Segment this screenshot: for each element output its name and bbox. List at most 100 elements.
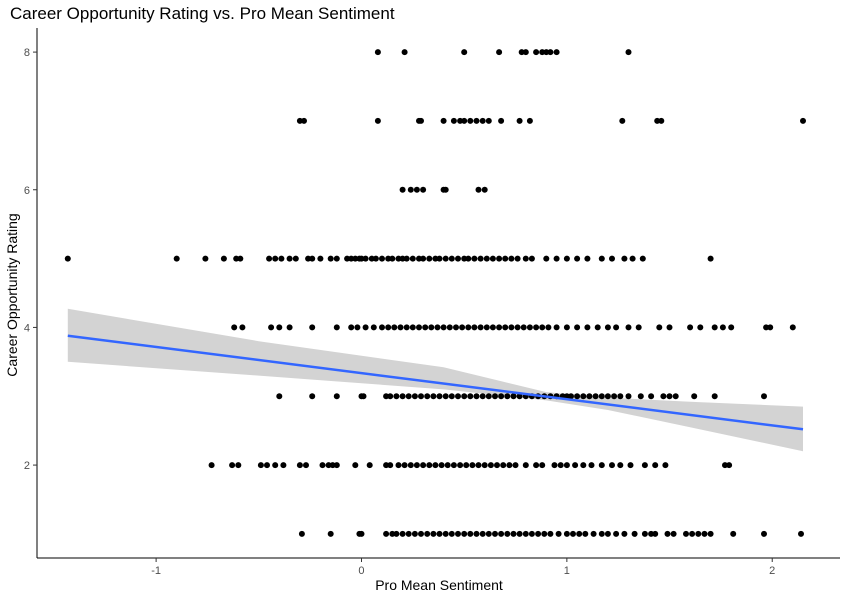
data-point	[317, 255, 324, 262]
data-point	[272, 462, 279, 469]
data-point	[619, 117, 626, 124]
data-point	[621, 255, 628, 262]
data-point	[379, 324, 385, 331]
data-point	[641, 462, 648, 469]
data-point	[405, 530, 412, 537]
data-point	[568, 393, 574, 400]
data-point	[372, 255, 379, 262]
data-point	[333, 324, 340, 331]
data-point	[652, 462, 659, 469]
data-point	[487, 462, 494, 469]
data-point	[512, 462, 519, 469]
data-point	[545, 324, 552, 331]
data-point	[726, 462, 733, 469]
data-point	[455, 530, 461, 537]
data-point	[518, 49, 525, 56]
data-point	[543, 49, 550, 56]
data-point	[405, 393, 412, 400]
data-point	[520, 324, 527, 331]
y-axis-title: Career Opportunity Rating	[4, 213, 20, 376]
data-point	[366, 462, 373, 469]
data-point	[457, 117, 464, 124]
data-point	[344, 255, 351, 262]
data-point	[467, 393, 474, 400]
data-point	[229, 462, 236, 469]
data-point	[286, 255, 293, 262]
data-point	[442, 393, 449, 400]
data-point	[662, 462, 669, 469]
data-point	[422, 324, 429, 331]
data-point	[407, 186, 414, 193]
data-point	[492, 393, 498, 400]
data-point	[403, 324, 410, 331]
data-point	[547, 530, 554, 537]
data-point	[413, 462, 420, 469]
data-point	[444, 462, 451, 469]
data-point	[489, 255, 496, 262]
data-point	[485, 393, 492, 400]
data-point	[461, 117, 468, 124]
data-point	[498, 530, 505, 537]
data-point	[588, 462, 595, 469]
data-point	[440, 117, 447, 124]
data-point	[547, 49, 554, 56]
data-point	[483, 324, 490, 331]
data-point	[461, 530, 468, 537]
data-point	[553, 255, 560, 262]
data-point	[278, 255, 285, 262]
x-axis-title: Pro Mean Sentiment	[375, 577, 503, 593]
data-point	[473, 530, 480, 537]
chart-title: Career Opportunity Rating vs. Pro Mean S…	[10, 4, 395, 23]
data-point	[461, 393, 468, 400]
data-point	[391, 324, 398, 331]
data-point	[333, 393, 340, 400]
data-point	[761, 393, 767, 400]
data-point	[594, 324, 601, 331]
data-point	[301, 117, 307, 124]
data-point	[362, 255, 369, 262]
x-tick-label: -1	[151, 565, 161, 577]
data-point	[457, 462, 464, 469]
data-point	[590, 530, 597, 537]
data-point	[471, 324, 478, 331]
data-point	[403, 255, 410, 262]
data-point	[276, 324, 283, 331]
data-point	[656, 324, 663, 331]
data-point	[385, 324, 392, 331]
data-point	[574, 393, 581, 400]
data-point	[303, 462, 309, 469]
data-point	[592, 393, 599, 400]
data-point	[563, 393, 570, 400]
data-point	[432, 462, 439, 469]
data-point	[528, 530, 535, 537]
data-point	[286, 324, 293, 331]
data-point	[522, 462, 529, 469]
data-point	[654, 117, 661, 124]
data-point	[418, 393, 424, 400]
data-point	[479, 530, 486, 537]
data-point	[374, 49, 381, 56]
data-point	[352, 255, 359, 262]
data-point	[352, 462, 359, 469]
data-point	[494, 462, 500, 469]
data-point	[309, 393, 316, 400]
data-point	[387, 462, 394, 469]
data-point	[728, 324, 735, 331]
data-point	[767, 324, 774, 331]
data-point	[481, 462, 488, 469]
data-point	[272, 255, 279, 262]
data-point	[453, 324, 459, 331]
data-point	[666, 324, 673, 331]
data-point	[305, 255, 312, 262]
data-point	[237, 255, 244, 262]
data-point	[264, 462, 270, 469]
data-point	[621, 530, 628, 537]
data-point	[504, 393, 511, 400]
data-point	[502, 255, 509, 262]
data-point	[522, 255, 529, 262]
data-point	[401, 49, 408, 56]
data-point	[420, 186, 427, 193]
data-point	[598, 530, 605, 537]
data-point	[526, 324, 533, 331]
data-point	[689, 530, 696, 537]
